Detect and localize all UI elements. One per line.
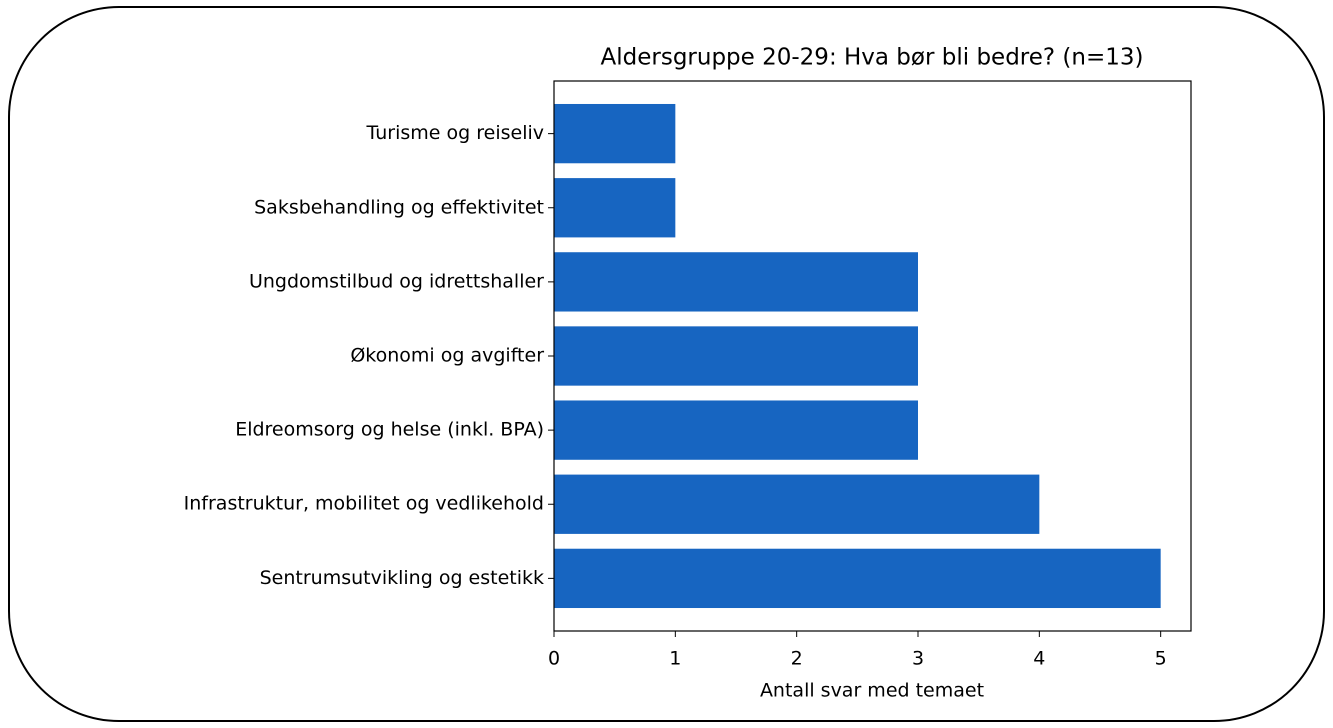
x-tick-label: 2 — [791, 648, 803, 670]
x-tick-label: 1 — [669, 648, 681, 670]
bar — [554, 178, 676, 238]
y-tick-label: Saksbehandling og effektivitet — [254, 196, 544, 218]
y-tick-label: Økonomi og avgifter — [350, 345, 544, 367]
y-tick-label: Infrastruktur, mobilitet og vedlikehold — [184, 493, 544, 515]
y-tick-label: Ungdomstilbud og idrettshaller — [249, 270, 544, 292]
y-tick-label: Eldreomsorg og helse (inkl. BPA) — [235, 419, 544, 441]
x-tick-label: 5 — [1155, 648, 1167, 670]
x-tick-label: 0 — [548, 648, 560, 670]
x-axis-label: Antall svar med temaet — [760, 680, 984, 702]
bar — [554, 548, 1161, 609]
bar — [554, 103, 676, 164]
chart-title: Aldersgruppe 20-29: Hva bør bli bedre? (… — [601, 45, 1144, 71]
bar — [554, 474, 1040, 534]
bar — [554, 252, 918, 312]
y-tick-label: Turisme og reiseliv — [366, 122, 544, 144]
bar — [554, 400, 918, 460]
y-tick-label: Sentrumsutvikling og estetikk — [260, 567, 544, 589]
x-tick-label: 3 — [912, 648, 924, 670]
bar — [554, 326, 918, 386]
plot-frame — [553, 80, 1192, 632]
x-tick-label: 4 — [1033, 648, 1045, 670]
